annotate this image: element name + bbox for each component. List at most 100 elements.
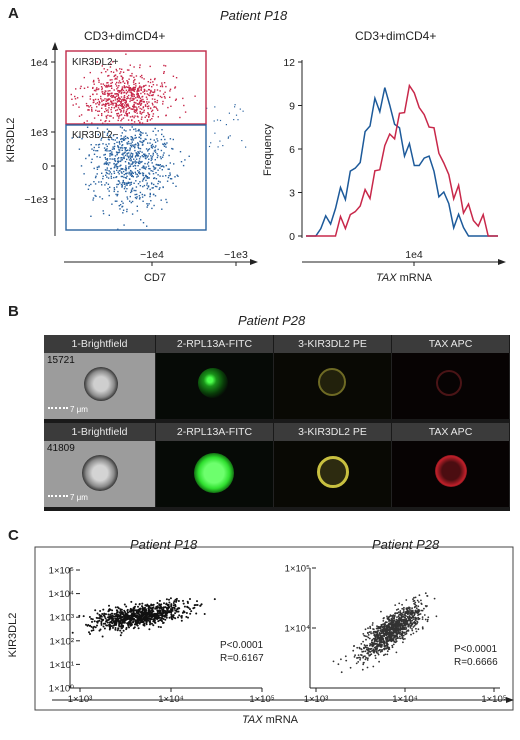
flow-dot-negative xyxy=(123,138,125,140)
c-right-dot xyxy=(364,646,367,649)
flow-dot-positive xyxy=(139,122,141,124)
flow-dot-positive xyxy=(137,103,139,105)
pe-image xyxy=(274,353,392,419)
flow-dot-negative xyxy=(110,177,113,179)
flow-dot-negative xyxy=(142,165,144,168)
flow-dot-negative xyxy=(146,203,148,205)
c-left-dot xyxy=(112,624,115,627)
c-left-dot xyxy=(133,626,136,629)
c-left-dot xyxy=(106,621,109,624)
c-right-dot xyxy=(367,651,370,653)
c-right-dot xyxy=(398,631,401,634)
c-right-dot xyxy=(421,626,424,629)
flow-dot-outlier xyxy=(210,142,212,144)
flow-dot-negative xyxy=(116,163,118,165)
flow-dot-negative xyxy=(136,154,138,156)
c-right-dot xyxy=(386,626,389,629)
flow-dot-negative xyxy=(135,161,137,163)
flow-dot-positive xyxy=(148,105,150,107)
panel-letter-c: C xyxy=(8,527,19,544)
flow-dot-negative xyxy=(150,155,152,157)
flow-dot-positive xyxy=(159,95,162,98)
flow-dot-negative xyxy=(113,170,115,173)
flow-dot-negative xyxy=(91,148,93,150)
c-right-dot xyxy=(414,623,417,626)
c-right-dot xyxy=(409,611,412,614)
flow-dot-negative xyxy=(129,157,132,159)
flow-dot-positive xyxy=(156,101,158,104)
c-right-dot xyxy=(395,633,398,636)
flow-dot-positive xyxy=(150,89,152,92)
flow-dot-negative xyxy=(130,183,132,185)
flow-dot-positive xyxy=(165,114,167,116)
c-left-dot xyxy=(112,626,114,629)
c-left-dot xyxy=(123,614,126,617)
c-right-dot xyxy=(397,621,400,624)
c-left-dot xyxy=(91,618,94,621)
c-left-dot xyxy=(200,603,203,606)
flow-dot-negative xyxy=(154,167,157,169)
flow-dot-negative xyxy=(167,168,169,170)
flow-dot-negative xyxy=(162,135,165,138)
c-right-dot xyxy=(417,608,420,611)
c-right-dot xyxy=(366,631,369,634)
flow-dot-negative xyxy=(130,170,132,172)
c-left-dot xyxy=(168,616,171,619)
flow-dot-negative xyxy=(92,199,94,201)
flow-dot-positive xyxy=(104,98,106,100)
flow-dot-positive xyxy=(163,64,165,67)
c-left-dot xyxy=(182,610,185,613)
flow-dot-positive xyxy=(163,71,165,73)
flow-dot-negative xyxy=(145,148,148,150)
flow-dot-negative xyxy=(94,176,97,179)
flow-dot-negative xyxy=(153,177,155,180)
flow-dot-negative xyxy=(132,137,134,140)
c-left-dot xyxy=(95,616,98,619)
flow-dot-positive xyxy=(149,107,152,110)
flow-dot-negative xyxy=(111,153,113,155)
flow-dot-positive xyxy=(142,98,144,101)
histogram-title: CD3+dimCD4+ xyxy=(355,29,437,43)
c-left-dot xyxy=(125,613,128,615)
flow-dot-negative xyxy=(118,170,120,172)
c-right-dot xyxy=(366,644,368,647)
flow-dot-negative xyxy=(113,148,115,150)
c-right-dot xyxy=(378,640,381,642)
flow-dot-positive xyxy=(147,113,150,115)
flow-dot-positive xyxy=(137,87,139,90)
c-left-dot xyxy=(108,616,111,619)
flow-dot-positive xyxy=(79,87,82,90)
flow-dot-positive xyxy=(122,117,125,119)
flow-dot-positive xyxy=(152,81,154,83)
c-left-dot xyxy=(186,605,189,608)
flow-dot-positive xyxy=(135,110,138,112)
flow-dot-negative xyxy=(142,153,145,155)
flow-dot-positive xyxy=(119,114,121,117)
c-right-dot xyxy=(375,651,378,654)
flow-dot-negative xyxy=(113,188,116,191)
flow-dot-negative xyxy=(133,158,135,160)
flow-dot-negative xyxy=(162,186,164,188)
c-right-dot xyxy=(410,613,413,616)
c-left-dot xyxy=(141,608,144,610)
c-right-dot xyxy=(403,622,406,624)
flow-dot-positive xyxy=(133,121,136,123)
flow-dot-positive xyxy=(140,88,142,91)
flow-dot-negative xyxy=(173,163,175,165)
c-right-dot xyxy=(411,619,414,622)
c-right-dot xyxy=(378,660,380,663)
c-left-dot xyxy=(85,623,87,626)
flow-dot-positive xyxy=(122,89,125,92)
flow-dot-negative xyxy=(138,162,140,165)
flow-dot-positive xyxy=(134,115,136,117)
flow-dot-negative xyxy=(141,160,143,163)
flow-dot-negative xyxy=(144,138,146,140)
flow-dot-negative xyxy=(125,168,127,171)
c-right-dot xyxy=(394,634,397,637)
flow-dot-positive xyxy=(91,110,93,112)
flow-dot-positive xyxy=(148,114,151,116)
flow-dot-positive xyxy=(126,98,128,100)
flow-dot-positive xyxy=(141,74,143,77)
flow-dot-negative xyxy=(130,159,132,161)
